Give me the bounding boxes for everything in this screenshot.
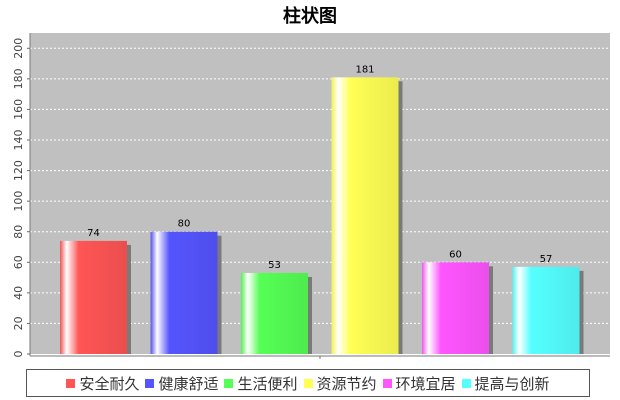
bar-layer: [60, 77, 584, 354]
data-label: 60: [449, 249, 462, 260]
bar: [331, 77, 399, 354]
label-layer: 74 80 53 181 60 57: [87, 64, 552, 271]
y-tick-label: 140: [12, 130, 25, 151]
chart-title: 柱状图: [283, 6, 337, 27]
y-tick-label: 20: [12, 316, 25, 330]
legend-label: 提高与创新: [474, 374, 550, 393]
y-tick-label: 100: [12, 191, 25, 212]
y-tick-label: 60: [12, 255, 25, 269]
y-tick-label: 0: [12, 351, 25, 358]
data-label: 53: [268, 260, 281, 271]
y-tick-label: 160: [12, 99, 25, 120]
legend-swatch: [303, 378, 313, 388]
data-label: 57: [540, 254, 553, 265]
legend-swatch: [461, 378, 471, 388]
legend-swatch: [224, 378, 234, 388]
legend-swatch: [66, 378, 76, 388]
legend-label: 健康舒适: [158, 374, 219, 393]
legend-swatch: [382, 378, 392, 388]
legend-label: 环境宜居: [395, 374, 456, 393]
y-tick-label: 180: [12, 68, 25, 89]
bar: [150, 231, 218, 354]
data-label: 80: [178, 219, 191, 230]
legend-swatch: [145, 378, 155, 388]
bar: [60, 240, 127, 354]
legend-item: 资源节约: [303, 373, 377, 394]
y-tick-label: 120: [12, 160, 25, 181]
data-label: 74: [87, 228, 100, 239]
legend-item: 安全耐久: [66, 373, 139, 394]
legend-label: 生活便利: [237, 374, 298, 393]
axis-layer: 0 20 40 60 80 100 120 140 160 180 200: [12, 33, 610, 359]
legend-item: 提高与创新: [461, 373, 550, 394]
y-tick-label: 200: [12, 38, 25, 59]
legend: 安全耐久 健康舒适 生活便利 资源节约 环境宜居 提高与创新: [26, 369, 590, 397]
legend-item: 生活便利: [224, 373, 298, 394]
legend-label: 资源节约: [316, 374, 377, 393]
y-tick-label: 40: [12, 286, 25, 300]
legend-item: 环境宜居: [382, 373, 456, 394]
bar: [422, 262, 489, 354]
bar: [241, 272, 308, 354]
bar: [512, 266, 580, 354]
y-tick-label: 80: [12, 225, 25, 239]
legend-label: 安全耐久: [79, 374, 140, 393]
data-label: 181: [355, 64, 374, 75]
legend-item: 健康舒适: [145, 373, 218, 394]
